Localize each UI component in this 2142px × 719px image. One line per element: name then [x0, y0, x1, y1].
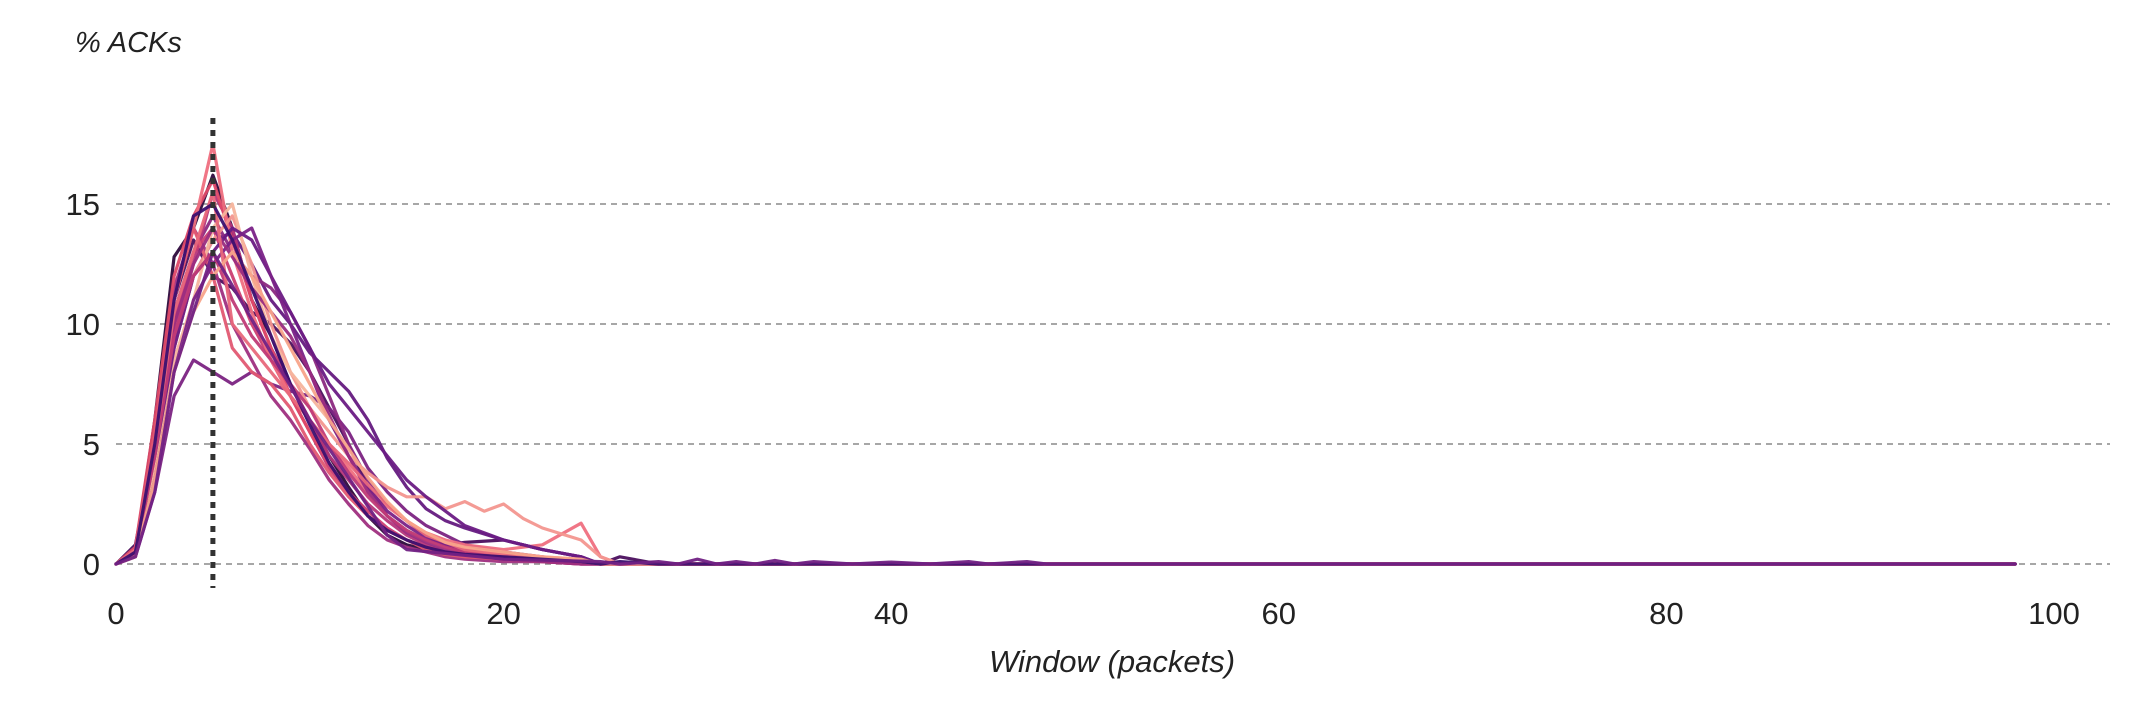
y-tick-label: 0: [83, 547, 100, 582]
y-tick-label: 15: [66, 187, 100, 222]
x-axis-title: Window (packets): [989, 644, 1235, 679]
series-line: [114, 250, 2017, 566]
series-line: [114, 358, 2017, 566]
x-tick-label: 100: [2028, 596, 2080, 631]
y-axis-title: % ACKs: [75, 27, 182, 59]
x-tick-label: 20: [486, 596, 520, 631]
series-line: [114, 250, 2017, 566]
series-line: [114, 202, 2017, 566]
series-line: [114, 214, 2017, 566]
series-line: [114, 202, 2017, 566]
series-line: [114, 190, 2017, 566]
series-line: [114, 214, 2017, 566]
x-tick-labels: 0 20 40 60 80 100: [107, 596, 2079, 631]
x-tick-label: 80: [1649, 596, 1683, 631]
x-tick-label: 60: [1262, 596, 1296, 631]
gridlines: [116, 203, 2110, 565]
series-line: [114, 190, 2017, 566]
x-tick-label: 0: [107, 596, 124, 631]
y-tick-label: 5: [83, 427, 100, 462]
x-tick-label: 40: [874, 596, 908, 631]
series-lines: [114, 142, 2017, 566]
y-tick-labels: 0 5 10 15: [66, 187, 100, 582]
y-tick-label: 10: [66, 307, 100, 342]
series-line: [114, 142, 2017, 566]
